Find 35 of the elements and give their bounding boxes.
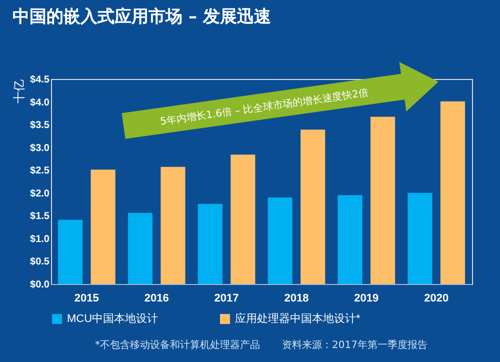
bar: [300, 130, 326, 284]
y-tick-label: $3.0: [30, 142, 50, 154]
y-tick-label: $4.0: [30, 97, 50, 108]
bar: [268, 197, 292, 284]
annotation: 5年内增长1.6倍 – 比全球市场的增长速度快2倍: [159, 86, 370, 128]
chart-title: 中国的嵌入式应用市场 – 发展迅速: [12, 7, 271, 27]
y-tick-label: $3.5: [30, 120, 50, 132]
x-tick-label: 2018: [284, 292, 309, 304]
y-tick-label: $4.5: [30, 74, 50, 86]
y-tick-label: $1.0: [30, 234, 50, 245]
y-axis-title: 十亿: [12, 80, 26, 104]
bar: [198, 204, 222, 284]
bar: [370, 116, 396, 284]
x-tick-label: 2020: [424, 292, 449, 304]
y-tick-label: $2.0: [30, 188, 50, 200]
x-tick-label: 2019: [354, 292, 379, 304]
bar: [128, 212, 153, 284]
bar: [230, 154, 256, 284]
bar: [160, 166, 186, 284]
x-tick-label: 2017: [214, 292, 239, 304]
text: *不包含移动设备和计算机处理器产品: [95, 338, 260, 352]
y-tick-label: $0.5: [30, 256, 50, 268]
text: 资料来源：2017年第一季度报告: [282, 338, 428, 352]
bar: [408, 192, 432, 284]
bar: [58, 220, 83, 284]
bar: [440, 101, 466, 284]
y-tick-label: $1.5: [30, 211, 50, 222]
bar: [338, 195, 362, 284]
legend-label: 应用处理器中国本地设计*: [235, 312, 361, 325]
legend-label: MCU中国本地设计: [67, 312, 158, 325]
x-tick-label: 2016: [144, 292, 169, 304]
y-tick-label: $2.5: [30, 166, 50, 177]
x-tick-label: 2015: [74, 292, 99, 304]
y-tick-label: $0.0: [30, 280, 50, 290]
bar: [90, 170, 116, 284]
